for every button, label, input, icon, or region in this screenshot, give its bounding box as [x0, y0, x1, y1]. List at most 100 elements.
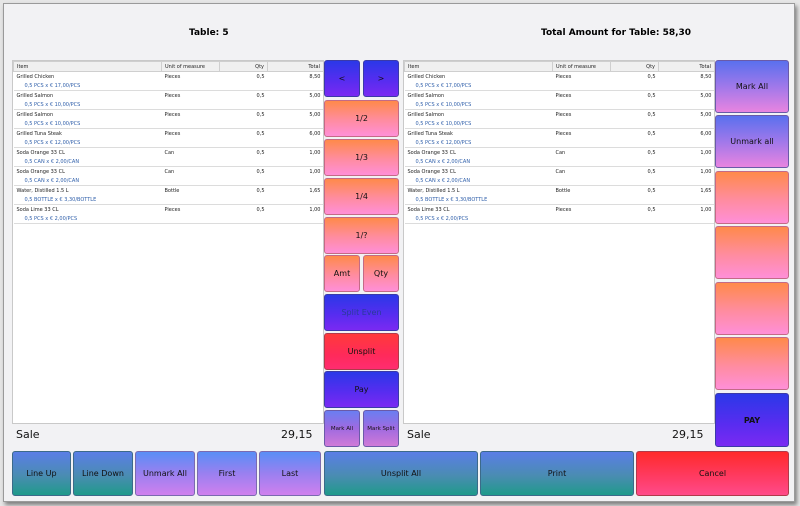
item-detail-row[interactable]: 0,5 CAN x € 2,00/CAN	[404, 157, 714, 167]
split-third-button[interactable]: 1/3	[324, 139, 399, 176]
empty-function-button-1[interactable]	[715, 171, 789, 224]
item-row[interactable]: Soda Orange 33 CL Can 0,5 1,00	[405, 167, 715, 177]
item-row[interactable]: Water, Distilled 1.5 L Bottle 0,5 1,65	[405, 186, 715, 196]
item-row[interactable]: Soda Lime 33 CL Pieces 0,5 1,00	[405, 205, 715, 215]
item-name: Grilled Chicken	[407, 73, 446, 80]
item-unit: Pieces	[555, 130, 572, 137]
table-total-label: Total Amount for Table: 58,30	[541, 28, 692, 38]
item-row[interactable]: Grilled Salmon Pieces 0,5 5,00	[14, 110, 324, 120]
item-name: Grilled Salmon	[16, 111, 54, 118]
item-total: 5,00	[309, 111, 321, 118]
item-total: 1,00	[309, 149, 321, 156]
item-unit: Can	[555, 149, 566, 156]
move-right-button[interactable]: >	[363, 60, 399, 97]
item-detail-row[interactable]: 0,5 BOTTLE x € 3,30/BOTTLE	[404, 195, 714, 205]
line-up-button[interactable]: Line Up	[12, 451, 71, 496]
column-header-item[interactable]: Item	[13, 61, 162, 72]
unsplit-button[interactable]: Unsplit	[324, 333, 399, 370]
line-down-button[interactable]: Line Down	[73, 451, 133, 496]
item-row[interactable]: Soda Orange 33 CL Can 0,5 1,00	[14, 148, 324, 158]
item-row[interactable]: Grilled Salmon Pieces 0,5 5,00	[405, 110, 715, 120]
split-quarter-button[interactable]: 1/4	[324, 178, 399, 215]
column-header-qty[interactable]: Qty	[219, 61, 268, 72]
table-number-label: Table: 5	[189, 28, 229, 38]
split-half-button[interactable]: 1/2	[324, 100, 399, 137]
item-detail-row[interactable]: 0,5 PCS x € 12,00/PCS	[13, 138, 323, 148]
item-unit: Bottle	[164, 187, 180, 194]
item-qty: 0,5	[256, 73, 265, 80]
item-row[interactable]: Grilled Salmon Pieces 0,5 5,00	[14, 91, 324, 101]
empty-function-button-3[interactable]	[715, 282, 789, 335]
mark-split-button[interactable]: Mark Split	[363, 410, 399, 447]
column-header-unit[interactable]: Unit of measure	[161, 61, 220, 72]
item-detail: 0,5 BOTTLE x € 3,30/BOTTLE	[404, 195, 714, 205]
item-total: 6,00	[309, 130, 321, 137]
item-row[interactable]: Soda Lime 33 CL Pieces 0,5 1,00	[14, 205, 324, 215]
item-row[interactable]: Grilled Chicken Pieces 0,5 8,50	[405, 72, 715, 82]
item-unit: Pieces	[164, 111, 181, 118]
right-mark-all-button[interactable]: Mark All	[715, 60, 789, 113]
right-unmark-all-button[interactable]: Unmark all	[715, 115, 789, 168]
item-name: Grilled Salmon	[16, 92, 54, 99]
mark-all-button[interactable]: Mark All	[324, 410, 360, 447]
left-item-list[interactable]: Item Unit of measure Qty Total Grilled C…	[12, 60, 324, 424]
unmark-all-bottom-button[interactable]: Unmark All	[135, 451, 195, 496]
column-header-unit[interactable]: Unit of measure	[552, 61, 611, 72]
item-name: Grilled Chicken	[16, 73, 55, 80]
item-detail-row[interactable]: 0,5 PCS x € 10,00/PCS	[404, 100, 714, 110]
item-detail-row[interactable]: 0,5 PCS x € 12,00/PCS	[404, 138, 714, 148]
item-unit: Pieces	[555, 111, 572, 118]
item-detail-row[interactable]: 0,5 CAN x € 2,00/CAN	[13, 157, 323, 167]
item-row[interactable]: Soda Orange 33 CL Can 0,5 1,00	[14, 167, 324, 177]
last-button[interactable]: Last	[259, 451, 321, 496]
split-custom-button[interactable]: 1/?	[324, 217, 399, 254]
item-detail-row[interactable]: 0,5 CAN x € 2,00/CAN	[13, 176, 323, 186]
empty-function-button-2[interactable]	[715, 226, 789, 279]
item-total: 5,00	[700, 111, 712, 118]
item-row[interactable]: Water, Distilled 1.5 L Bottle 0,5 1,65	[14, 186, 324, 196]
item-row[interactable]: Grilled Tuna Steak Pieces 0,5 6,00	[14, 129, 324, 139]
split-by-amount-button[interactable]: Amt	[324, 255, 360, 292]
item-detail-row[interactable]: 0,5 BOTTLE x € 3,30/BOTTLE	[13, 195, 323, 205]
column-header-qty[interactable]: Qty	[610, 61, 659, 72]
item-row[interactable]: Soda Orange 33 CL Can 0,5 1,00	[405, 148, 715, 158]
column-header-total[interactable]: Total	[267, 61, 323, 72]
item-qty: 0,5	[256, 206, 265, 213]
item-total: 5,00	[700, 92, 712, 99]
unsplit-all-button[interactable]: Unsplit All	[324, 451, 478, 496]
item-row[interactable]: Grilled Salmon Pieces 0,5 5,00	[405, 91, 715, 101]
move-left-button[interactable]: <	[324, 60, 360, 97]
item-detail-row[interactable]: 0,5 PCS x € 10,00/PCS	[13, 119, 323, 129]
print-button[interactable]: Print	[480, 451, 634, 496]
item-unit: Can	[164, 149, 175, 156]
item-detail-row[interactable]: 0,5 PCS x € 17,00/PCS	[404, 81, 714, 91]
column-header-item[interactable]: Item	[404, 61, 553, 72]
item-unit: Pieces	[164, 206, 181, 213]
empty-function-button-4[interactable]	[715, 337, 789, 390]
item-detail-row[interactable]: 0,5 PCS x € 2,00/PCS	[404, 214, 714, 224]
left-sale-label: Sale	[16, 428, 40, 441]
item-detail-row[interactable]: 0,5 CAN x € 2,00/CAN	[404, 176, 714, 186]
right-sale-amount: 29,15	[672, 428, 704, 441]
item-detail-row[interactable]: 0,5 PCS x € 2,00/PCS	[13, 214, 323, 224]
right-item-list[interactable]: Item Unit of measure Qty Total Grilled C…	[403, 60, 715, 424]
right-pay-button[interactable]: PAY	[715, 393, 789, 447]
item-detail: 0,5 CAN x € 2,00/CAN	[13, 176, 323, 186]
item-detail: 0,5 PCS x € 12,00/PCS	[404, 138, 714, 148]
cancel-button[interactable]: Cancel	[636, 451, 789, 496]
first-button[interactable]: First	[197, 451, 257, 496]
column-header-total[interactable]: Total	[658, 61, 714, 72]
item-name: Water, Distilled 1.5 L	[407, 187, 460, 194]
item-name: Grilled Salmon	[407, 92, 445, 99]
item-qty: 0,5	[647, 111, 656, 118]
item-row[interactable]: Grilled Chicken Pieces 0,5 8,50	[14, 72, 324, 82]
item-detail-row[interactable]: 0,5 PCS x € 10,00/PCS	[13, 100, 323, 110]
item-detail-row[interactable]: 0,5 PCS x € 17,00/PCS	[13, 81, 323, 91]
item-detail: 0,5 PCS x € 2,00/PCS	[404, 214, 714, 224]
item-row[interactable]: Grilled Tuna Steak Pieces 0,5 6,00	[405, 129, 715, 139]
split-by-qty-button[interactable]: Qty	[363, 255, 399, 292]
item-detail-row[interactable]: 0,5 PCS x € 10,00/PCS	[404, 119, 714, 129]
item-detail: 0,5 PCS x € 17,00/PCS	[404, 81, 714, 91]
pay-button[interactable]: Pay	[324, 371, 399, 408]
split-even-button[interactable]: Split Even	[324, 294, 399, 331]
